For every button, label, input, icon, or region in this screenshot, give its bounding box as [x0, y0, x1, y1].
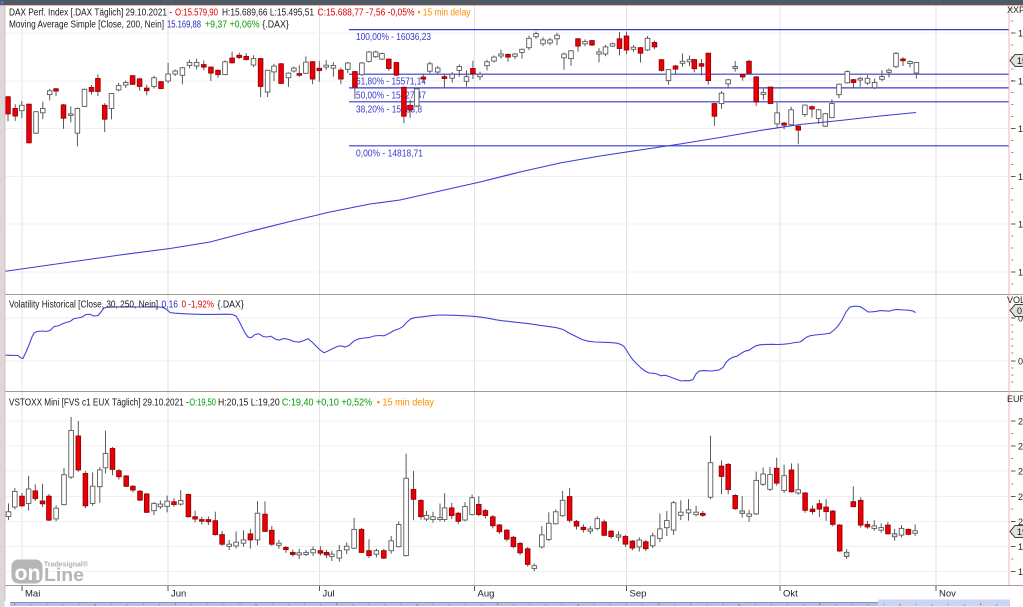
- svg-text:Sep: Sep: [630, 589, 647, 600]
- svg-text:19,40: 19,40: [1017, 527, 1023, 537]
- svg-text:14.500: 14.500: [1018, 172, 1023, 182]
- svg-text:{.DAX}: {.DAX}: [262, 20, 289, 31]
- svg-text:C:19,40 +0,10 +0,52%: C:19,40 +0,10 +0,52%: [282, 398, 372, 409]
- svg-text:100,00% - 16036,23: 100,00% - 16036,23: [356, 32, 431, 43]
- svg-text:24: 24: [1018, 467, 1023, 477]
- svg-text:22: 22: [1018, 492, 1023, 502]
- svg-text:Line: Line: [44, 565, 84, 585]
- svg-text:EUR: EUR: [1007, 394, 1023, 404]
- svg-text:26: 26: [1018, 442, 1023, 452]
- svg-text:on: on: [15, 562, 41, 585]
- svg-text:Nov: Nov: [939, 589, 956, 600]
- svg-text:0,15: 0,15: [1018, 314, 1023, 324]
- svg-text:18: 18: [1018, 542, 1023, 552]
- svg-text:Aug: Aug: [478, 589, 495, 600]
- svg-text:13.500: 13.500: [1018, 268, 1023, 278]
- svg-text:H:20,15 L:19,20: H:20,15 L:19,20: [218, 398, 280, 409]
- svg-text:Okt: Okt: [783, 589, 798, 600]
- svg-text:0 -1,92%: 0 -1,92%: [182, 300, 215, 311]
- svg-text:61,80% - 15571,14: 61,80% - 15571,14: [356, 77, 426, 88]
- svg-text:14.000: 14.000: [1018, 220, 1023, 230]
- svg-text:H:15.689,66 L:15.495,51: H:15.689,66 L:15.495,51: [222, 8, 314, 19]
- svg-text:• 15 min delay: • 15 min delay: [377, 398, 434, 409]
- svg-text:O:15.579,90: O:15.579,90: [175, 8, 218, 19]
- svg-text:VOL: VOL: [1007, 295, 1023, 305]
- svg-text:28: 28: [1018, 417, 1023, 427]
- svg-text:XXP: XXP: [1007, 5, 1023, 15]
- svg-text:50,00% - 15427,47: 50,00% - 15427,47: [356, 90, 426, 101]
- svg-text:• 15 min delay: • 15 min delay: [418, 8, 471, 19]
- svg-text:Jul: Jul: [323, 589, 335, 600]
- svg-text:0,16: 0,16: [162, 300, 179, 311]
- svg-text:0,16: 0,16: [1017, 306, 1023, 316]
- svg-text:Volatility Historical [Close,: Volatility Historical [Close, 30, 250, N…: [9, 300, 158, 311]
- svg-text:16: 16: [1018, 567, 1023, 577]
- svg-text:38,20% - 15283,8: 38,20% - 15283,8: [356, 104, 422, 115]
- svg-text:0,00% - 14818,71: 0,00% - 14818,71: [356, 148, 423, 159]
- svg-text:Moving Average Simple [Close,: Moving Average Simple [Close, 200, Nein]: [9, 20, 164, 31]
- svg-text:+9,37 +0,06%: +9,37 +0,06%: [205, 20, 260, 31]
- svg-text:Tradesignal®: Tradesignal®: [44, 561, 89, 569]
- svg-text:15.169,88: 15.169,88: [167, 20, 201, 31]
- svg-text:15.689: 15.689: [1017, 56, 1023, 66]
- svg-text:Jun: Jun: [171, 589, 186, 600]
- svg-text:C:15.688,77 -7,56 -0,05%: C:15.688,77 -7,56 -0,05%: [318, 8, 415, 19]
- svg-text:DAX Perf. Index [.DAX Täglich]: DAX Perf. Index [.DAX Täglich] 29.10.202…: [9, 8, 172, 19]
- svg-text:15.000: 15.000: [1018, 124, 1023, 134]
- svg-text:16.000: 16.000: [1018, 29, 1023, 39]
- svg-text:0,10: 0,10: [1018, 357, 1023, 367]
- svg-text:{.DAX}: {.DAX}: [218, 300, 245, 311]
- svg-text:20: 20: [1018, 517, 1023, 527]
- svg-text:Mai: Mai: [25, 589, 40, 600]
- svg-text:O:19,50: O:19,50: [189, 398, 216, 409]
- svg-text:15.500: 15.500: [1018, 76, 1023, 86]
- svg-text:VSTOXX Mini [FVS c1 EUX Täglic: VSTOXX Mini [FVS c1 EUX Täglich] 29.10.2…: [9, 398, 189, 409]
